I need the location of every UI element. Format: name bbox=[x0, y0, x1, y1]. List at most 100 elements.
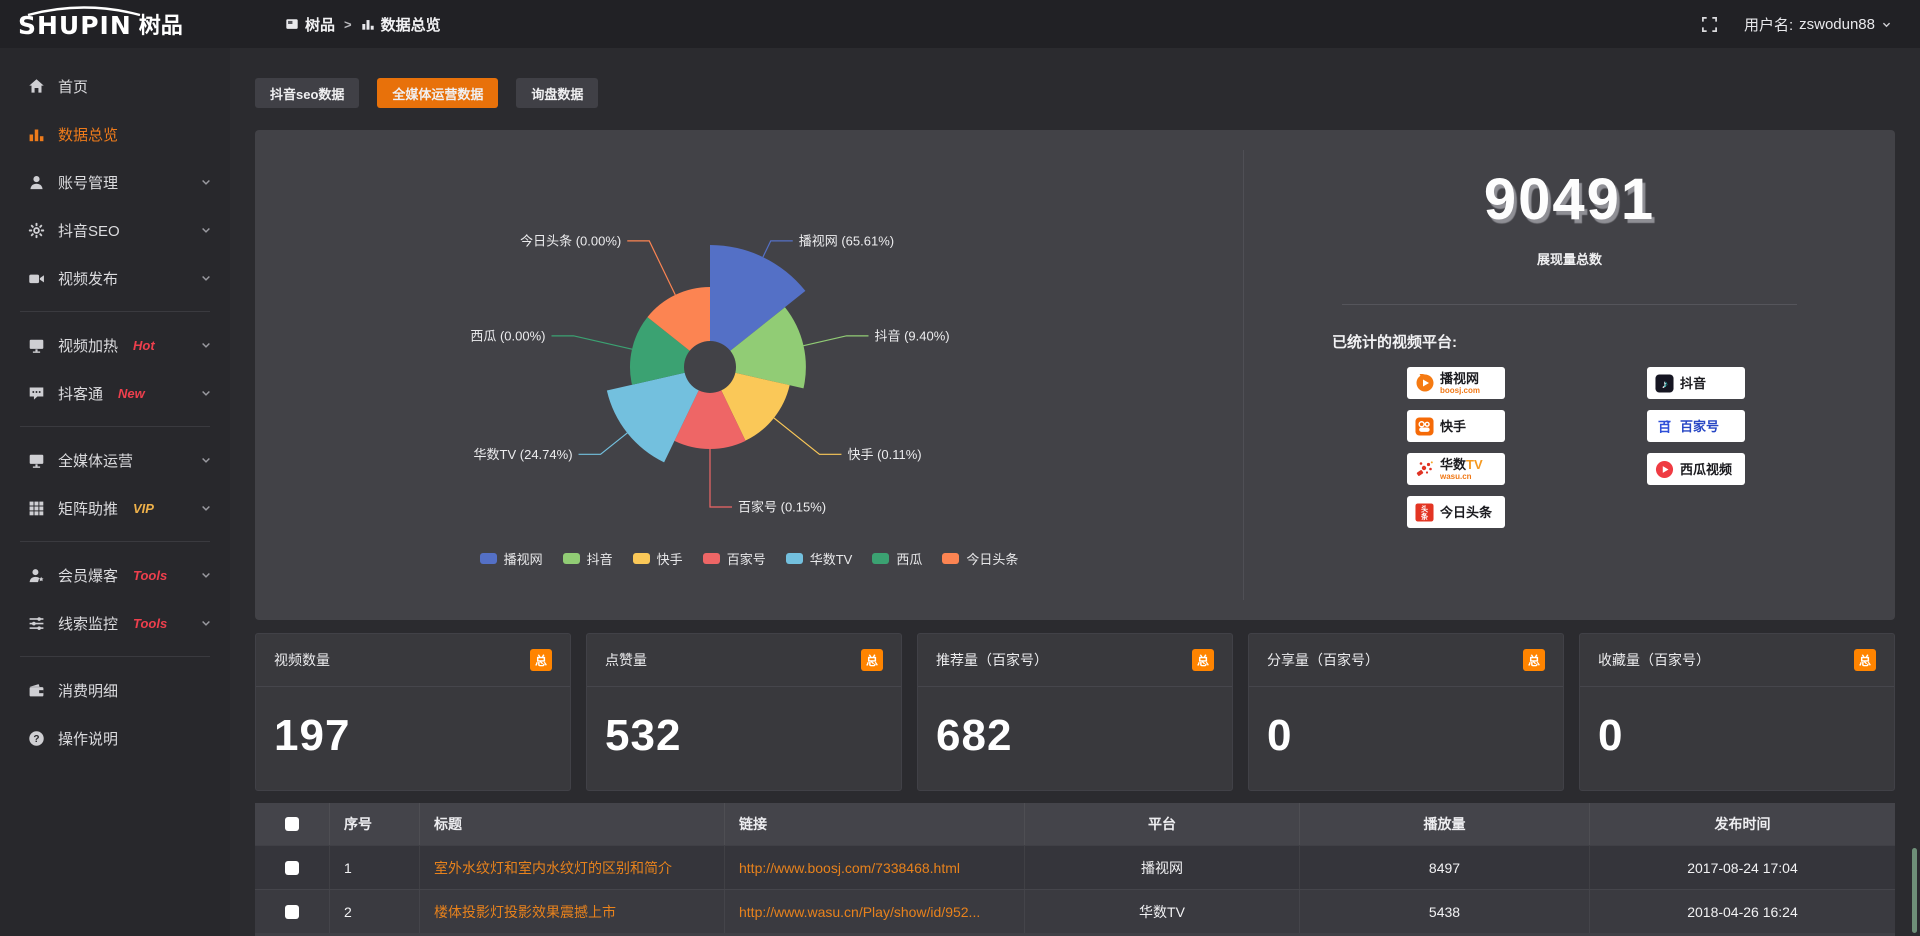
brand-logo[interactable]: SHUPIN 树品 bbox=[0, 6, 230, 40]
legend-item-播视网[interactable]: 播视网 bbox=[479, 549, 543, 568]
sidebar-item-data-overview[interactable]: 数据总览 bbox=[0, 110, 230, 158]
chevron-down-icon bbox=[200, 617, 212, 629]
total-badge[interactable]: 总 bbox=[1192, 649, 1214, 671]
sidebar-divider bbox=[20, 541, 210, 542]
page-scrollbar[interactable] bbox=[1911, 48, 1917, 936]
breadcrumb-page[interactable]: 数据总览 bbox=[361, 14, 441, 35]
overview-divider bbox=[1342, 304, 1797, 305]
total-badge[interactable]: 总 bbox=[861, 649, 883, 671]
row-checkbox[interactable] bbox=[285, 860, 299, 875]
pie-slice-百家号[interactable] bbox=[674, 390, 746, 450]
tab-0[interactable]: 抖音seo数据 bbox=[255, 78, 360, 108]
kuaishou-logo-icon bbox=[1414, 416, 1435, 437]
pie-slice-快手[interactable] bbox=[721, 372, 790, 441]
video-url-link[interactable]: http://www.boosj.com/7338468.html bbox=[739, 859, 961, 876]
tab-1[interactable]: 全媒体运营数据 bbox=[377, 78, 499, 108]
videos-table: 序号 标题 链接 平台 播放量 发布时间 1 室外水纹灯和室内水纹灯的区别和简介 http://… bbox=[255, 803, 1895, 936]
platform-badge-boosj: 播视网 boosj.com bbox=[1407, 367, 1505, 399]
table-header-4: 平台 bbox=[1025, 803, 1300, 845]
title-cell: 室外水纹灯和室内水纹灯的区别和简介 bbox=[420, 846, 725, 889]
stat-card-4: 收藏量（百家号） 总 0 bbox=[1579, 633, 1895, 791]
legend-item-华数TV[interactable]: 华数TV bbox=[785, 549, 852, 568]
video-title-link[interactable]: 室外水纹灯和室内水纹灯的区别和简介 bbox=[434, 859, 672, 876]
stat-card-value: 532 bbox=[605, 711, 682, 760]
total-badge[interactable]: 总 bbox=[530, 649, 552, 671]
sidebar-item-expense-detail[interactable]: 消费明细 bbox=[0, 666, 230, 714]
panel-vertical-divider bbox=[1243, 150, 1244, 600]
sidebar-item-instructions[interactable]: ? 操作说明 bbox=[0, 714, 230, 762]
chevron-down-icon bbox=[200, 569, 212, 581]
pie-slice-抖音[interactable] bbox=[730, 307, 806, 389]
douyin-logo-icon: ♪ ♪ bbox=[1654, 373, 1675, 394]
legend-label: 抖音 bbox=[586, 552, 613, 567]
pie-label-快手: 快手 (0.11%) bbox=[847, 447, 921, 462]
stat-card-3: 分享量（百家号） 总 0 bbox=[1248, 633, 1564, 791]
pie-label-line bbox=[551, 335, 633, 350]
sidebar-item-matrix-boost[interactable]: 矩阵助推 VIP bbox=[0, 484, 230, 532]
video-camera-icon bbox=[28, 270, 45, 287]
sidebar-item-video-heating[interactable]: 视频加热 Hot bbox=[0, 321, 230, 369]
row-checkbox[interactable] bbox=[285, 904, 299, 919]
question-icon: ? bbox=[28, 730, 45, 747]
legend-item-抖音[interactable]: 抖音 bbox=[562, 549, 613, 568]
sliders-icon bbox=[28, 615, 45, 632]
sidebar-item-account-management[interactable]: 账号管理 bbox=[0, 158, 230, 206]
wasu-logo-icon bbox=[1414, 459, 1435, 480]
fullscreen-icon[interactable] bbox=[1701, 16, 1718, 33]
stat-card-value: 0 bbox=[1598, 711, 1624, 760]
link-cell: http://www.boosj.com/7338468.html bbox=[725, 846, 1025, 889]
sidebar-item-label: 视频加热 bbox=[58, 337, 119, 355]
user-star-icon bbox=[28, 567, 45, 584]
video-url-link[interactable]: http://www.wasu.cn/Play/show/id/952... bbox=[739, 903, 981, 920]
legend-item-西瓜[interactable]: 西瓜 bbox=[872, 549, 922, 568]
platform-cell: 华数TV bbox=[1025, 890, 1300, 933]
legend-item-快手[interactable]: 快手 bbox=[632, 549, 683, 568]
sidebar-item-member-burst[interactable]: 会员爆客 Tools bbox=[0, 551, 230, 599]
sidebar-item-label: 抖客通 bbox=[58, 385, 104, 403]
sidebar-item-omni-media[interactable]: 全媒体运营 bbox=[0, 436, 230, 484]
chevron-down-icon bbox=[1882, 22, 1891, 27]
sidebar-item-video-publish[interactable]: 视频发布 bbox=[0, 254, 230, 302]
user-menu[interactable]: 用户名: zswodun88 bbox=[1744, 14, 1892, 35]
sidebar-item-label: 数据总览 bbox=[58, 126, 119, 144]
plays-cell: 5438 bbox=[1300, 890, 1590, 933]
grid-icon bbox=[28, 500, 45, 517]
pie-label-line bbox=[578, 432, 628, 455]
tab-2[interactable]: 询盘数据 bbox=[516, 78, 599, 108]
breadcrumb-app[interactable]: 树品 bbox=[285, 14, 335, 35]
chevron-down-icon bbox=[200, 454, 212, 466]
top-header: SHUPIN 树品 树品 > 数据总览 用户名: zswodun88 bbox=[0, 0, 1920, 48]
legend-label: 今日头条 bbox=[966, 552, 1019, 567]
platform-name: 今日头条 bbox=[1440, 504, 1493, 520]
total-badge[interactable]: 总 bbox=[1523, 649, 1545, 671]
scrollbar-thumb[interactable] bbox=[1912, 848, 1917, 933]
rose-pie-chart[interactable]: 播视网 (65.61%) 抖音 (9.40%) 快手 (0.11%) 百家号 (0.1… bbox=[255, 130, 1243, 570]
bar-chart-icon bbox=[28, 126, 45, 143]
pie-slice-西瓜[interactable] bbox=[630, 317, 690, 385]
platform-name: 西瓜视频 bbox=[1680, 461, 1733, 477]
sidebar-item-douyin-seo[interactable]: 抖音SEO bbox=[0, 206, 230, 254]
legend-item-今日头条[interactable]: 今日头条 bbox=[942, 549, 1018, 568]
logo-text-cn: 树品 bbox=[138, 13, 183, 38]
sidebar-item-doukor-tong[interactable]: 抖客通 New bbox=[0, 369, 230, 417]
user-icon bbox=[28, 174, 45, 191]
platform-badge-wasu: 华数TV wasu.cn bbox=[1407, 453, 1505, 485]
pie-slice-今日头条[interactable] bbox=[647, 287, 710, 351]
sidebar-item-label: 线索监控 bbox=[58, 615, 119, 633]
table-row-partial bbox=[255, 933, 1895, 936]
video-title-link[interactable]: 楼体投影灯投影效果震撼上市 bbox=[434, 903, 616, 920]
pie-slice-播视网[interactable] bbox=[710, 245, 806, 351]
sidebar-item-home[interactable]: 首页 bbox=[0, 62, 230, 110]
total-badge[interactable]: 总 bbox=[1854, 649, 1876, 671]
sidebar-item-lead-monitor[interactable]: 线索监控 Tools bbox=[0, 599, 230, 647]
home-icon bbox=[28, 78, 45, 95]
monitor-icon bbox=[28, 452, 45, 469]
toutiao-logo-icon: 头条 bbox=[1414, 502, 1435, 523]
breadcrumb: 树品 > 数据总览 bbox=[285, 14, 441, 35]
platform-badge-xigua: 西瓜视频 bbox=[1647, 453, 1745, 485]
select-all-checkbox[interactable] bbox=[285, 817, 299, 831]
sidebar-badge-vip: VIP bbox=[133, 500, 154, 516]
pie-slice-华数TV[interactable] bbox=[606, 372, 699, 463]
legend-item-百家号[interactable]: 百家号 bbox=[702, 549, 766, 568]
